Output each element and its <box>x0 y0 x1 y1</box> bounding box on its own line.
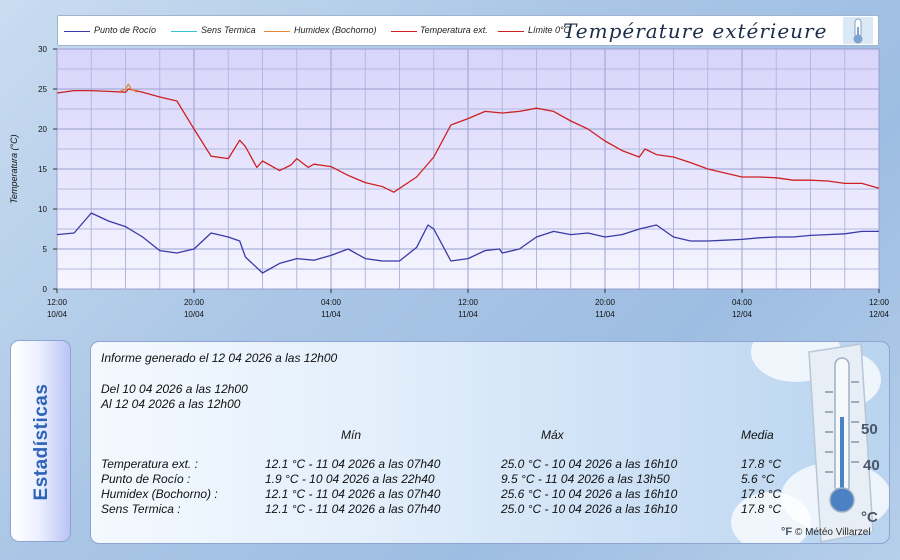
y-tick-label: 0 <box>43 285 48 294</box>
y-axis-label: Temperatura (°C) <box>9 134 19 203</box>
row-mean: 17.8 °C <box>741 457 782 471</box>
x-tick-label: 12:00 <box>869 298 890 307</box>
legend-swatch-temperature <box>391 31 417 32</box>
period-to: Al 12 04 2026 a las 12h00 <box>101 397 241 411</box>
row-min: 12.1 °C - 11 04 2026 a las 07h40 <box>265 502 441 516</box>
x-axis: 12:00 10/04 20:00 10/04 04:00 11/04 12:00 11/04… <box>47 289 890 319</box>
legend-label-zero-limit: Límite 0°C <box>528 25 571 35</box>
row-label: Humidex (Bochorno) : <box>101 487 218 501</box>
y-tick-label: 5 <box>43 245 48 254</box>
legend-label-humidex: Humidex (Bochorno) <box>294 25 377 35</box>
x-tick-date-label: 10/04 <box>184 310 205 319</box>
thermometer-scale-50: 50 <box>861 421 878 438</box>
thermometer-icon <box>843 17 873 44</box>
stats-side-tab: Estadísticas <box>10 340 71 542</box>
x-tick-label: 20:00 <box>595 298 616 307</box>
series-line-temperatura-ext <box>56 88 880 193</box>
row-max: 25.6 °C - 10 04 2026 a las 16h10 <box>501 487 678 501</box>
y-tick-label: 10 <box>38 205 47 214</box>
y-tick-label: 30 <box>38 45 47 54</box>
row-label: Punto de Rocío : <box>101 472 191 486</box>
x-tick-label: 04:00 <box>732 298 753 307</box>
period-from: Del 10 04 2026 a las 12h00 <box>101 382 248 396</box>
row-min: 12.1 °C - 11 04 2026 a las 07h40 <box>265 487 441 501</box>
row-mean: 17.8 °C <box>741 502 782 516</box>
row-min: 1.9 °C - 10 04 2026 a las 22h40 <box>265 472 435 486</box>
y-tick-label: 20 <box>38 125 47 134</box>
header-mean: Media <box>741 428 774 442</box>
legend-label-temperature: Temperatura ext. <box>420 25 488 35</box>
legend-swatch-humidex <box>264 31 290 32</box>
chart-title: Température extérieure <box>563 19 828 43</box>
thermometer-illustration: 50 40 °C <box>808 343 880 543</box>
x-tick-date-label: 11/04 <box>595 310 615 319</box>
row-min: 12.1 °C - 11 04 2026 a las 07h40 <box>265 457 441 471</box>
temperature-chart: 0 5 10 15 20 25 30 12:00 10/04 20:00 10/04 04:00 11… <box>9 45 890 319</box>
legend-swatch-windchill <box>171 31 197 32</box>
series-lines <box>56 83 880 274</box>
legend-swatch-zero-limit <box>498 31 524 32</box>
report-generated: Informe generado el 12 04 2026 a las 12h… <box>101 351 338 365</box>
header-min: Mín <box>341 428 362 442</box>
thermometer-scale-40: 40 <box>863 457 880 474</box>
row-max: 25.0 °C - 10 04 2026 a las 16h10 <box>501 457 678 471</box>
y-tick-label: 25 <box>38 85 47 94</box>
stats-side-title: Estadísticas <box>30 383 52 501</box>
y-axis: 0 5 10 15 20 25 30 <box>38 45 57 294</box>
x-tick-date-label: 12/04 <box>732 310 753 319</box>
stats-panel: 50 40 °C Informe generado el 12 04 2026 … <box>90 341 890 544</box>
x-tick-date-label: 11/04 <box>321 310 341 319</box>
chart-legend: Punto de Rocío Sens Termica Humidex (Boc… <box>57 15 879 46</box>
y-tick-label: 15 <box>38 165 47 174</box>
series-line-humidex-bochorno <box>119 83 138 93</box>
row-max: 25.0 °C - 10 04 2026 a las 16h10 <box>501 502 678 516</box>
x-tick-label: 20:00 <box>184 298 205 307</box>
credit: © Météo Villarzel <box>795 527 871 538</box>
row-max: 9.5 °C - 11 04 2026 a las 13h50 <box>501 472 670 486</box>
x-tick-label: 12:00 <box>47 298 68 307</box>
legend-label-windchill: Sens Termica <box>201 25 256 35</box>
x-tick-label: 04:00 <box>321 298 342 307</box>
row-mean: 5.6 °C <box>741 472 775 486</box>
row-mean: 17.8 °C <box>741 487 782 501</box>
thermometer-scale-unit: °C <box>861 509 878 526</box>
x-tick-label: 12:00 <box>458 298 479 307</box>
legend-label-dewpoint: Punto de Rocío <box>94 25 157 35</box>
x-tick-date-label: 12/04 <box>869 310 890 319</box>
row-label: Temperatura ext. : <box>101 457 198 471</box>
thermometer-unit-left: °F <box>781 526 793 538</box>
series-line-punto-de-roc-o <box>56 212 879 274</box>
legend-swatch-dewpoint <box>64 31 90 32</box>
header-max: Máx <box>541 428 564 442</box>
row-label: Sens Termica : <box>101 502 181 516</box>
x-tick-date-label: 10/04 <box>47 310 68 319</box>
x-tick-date-label: 11/04 <box>458 310 478 319</box>
